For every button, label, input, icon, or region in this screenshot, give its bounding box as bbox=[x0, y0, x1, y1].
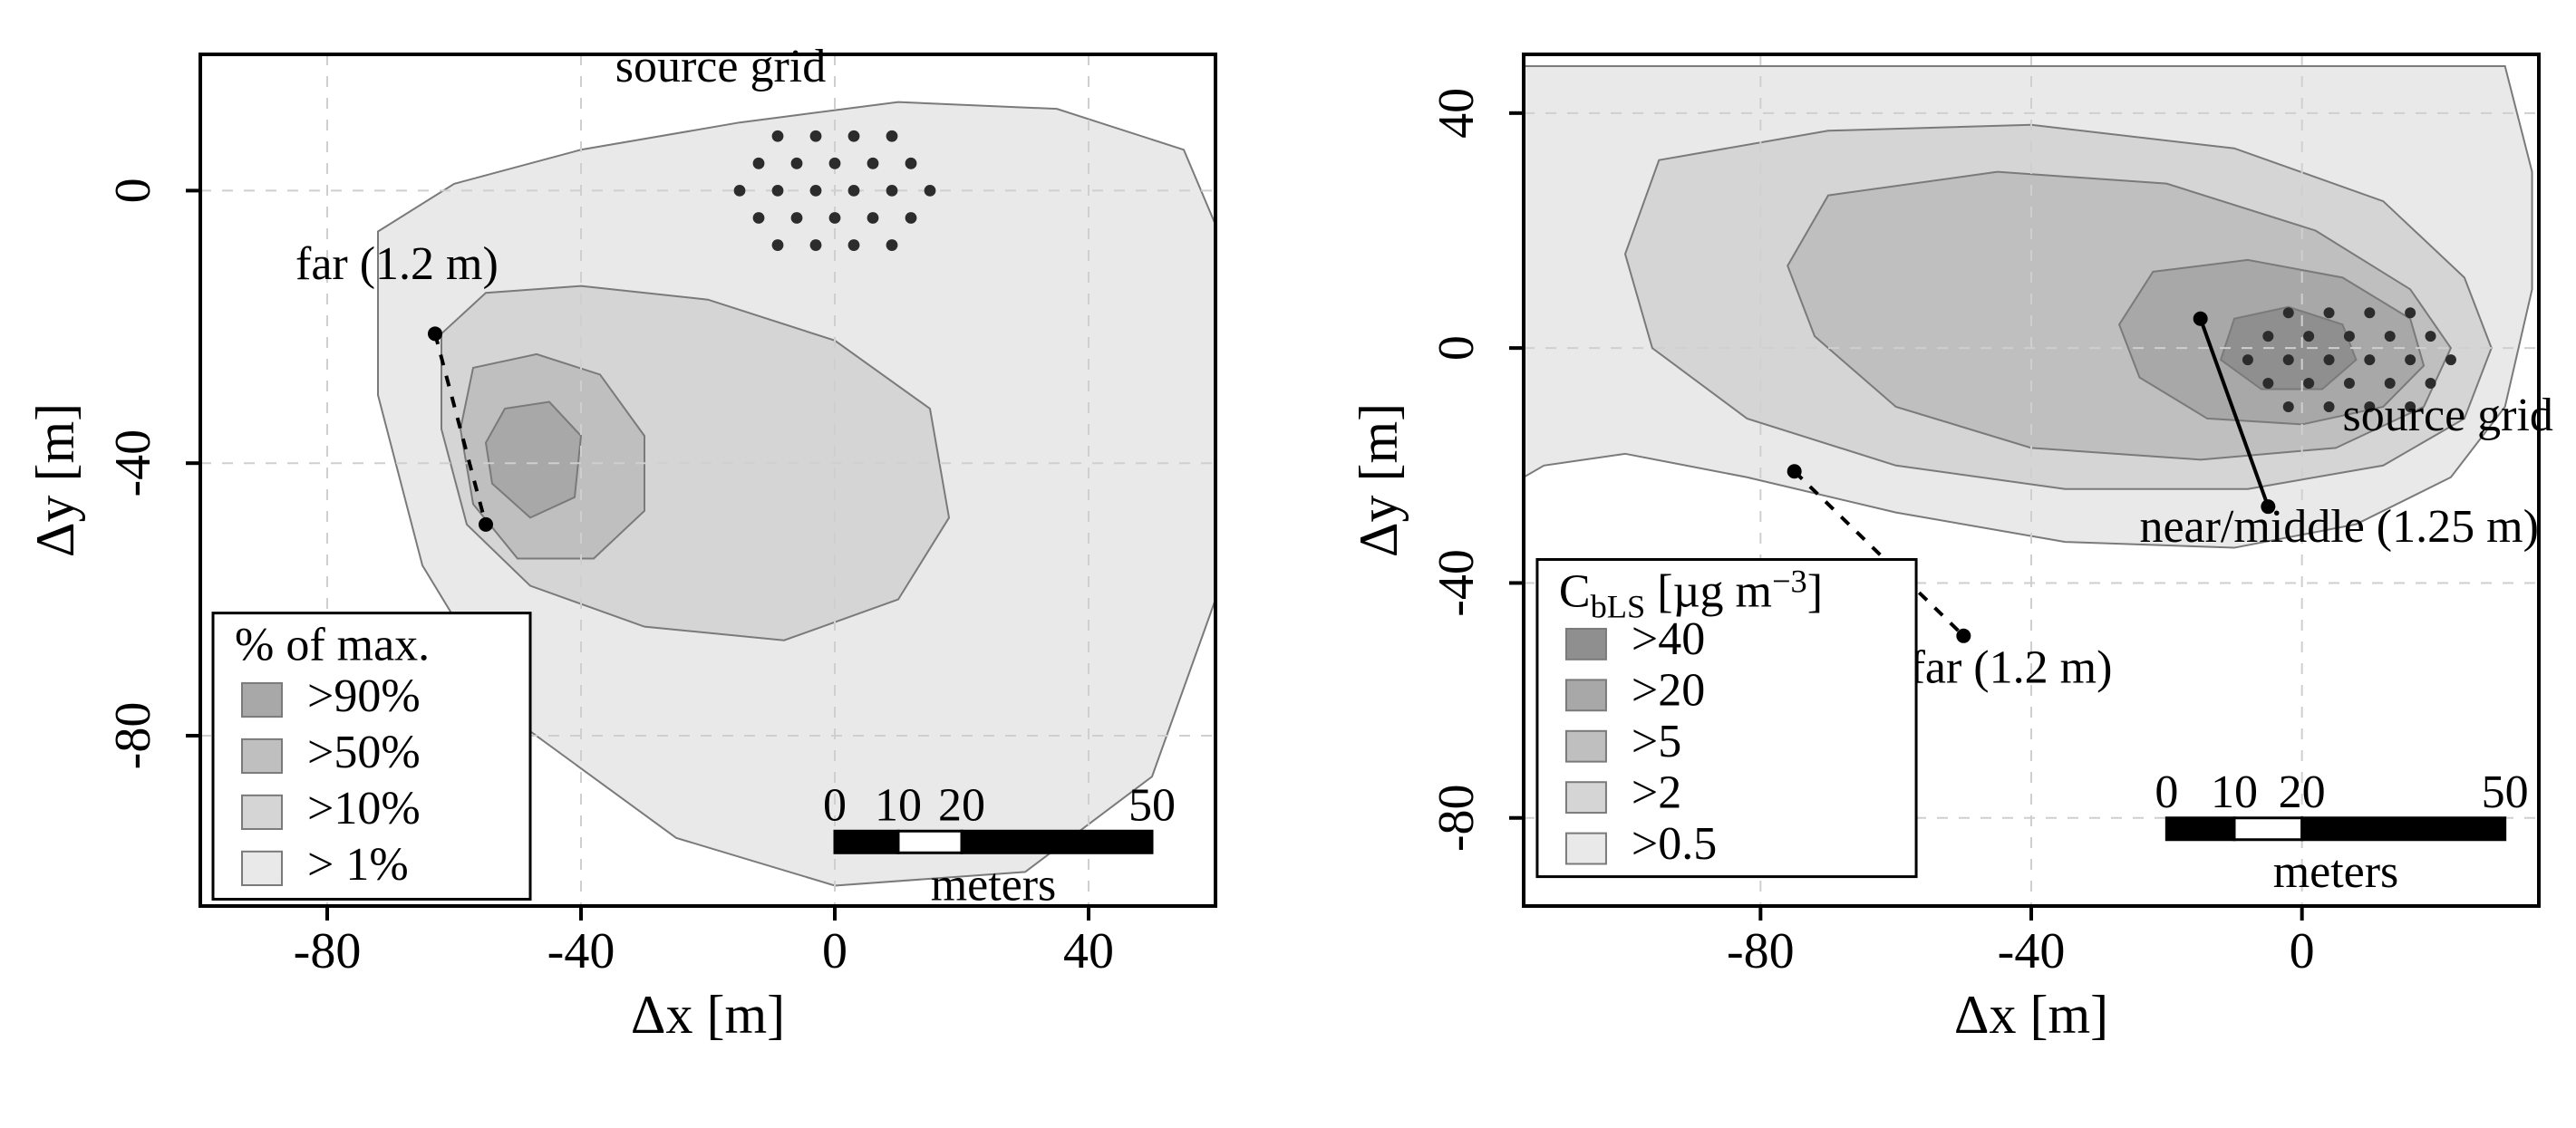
left-annot-source-grid: source grid bbox=[615, 41, 826, 92]
right-ytick-label: 0 bbox=[1428, 335, 1485, 361]
right-panel: -80 -40 0 -80 -40 0 40 Δx [m] Δy [m] source grid f… bbox=[1324, 18, 2575, 1074]
right-scalebar-tick: 50 bbox=[2482, 766, 2529, 818]
left-legend-item-label: >90% bbox=[307, 670, 421, 722]
left-panel: -80 -40 0 40 -80 -40 0 Δx [m] Δy [m] source grid f… bbox=[1, 18, 1252, 1074]
right-scalebar-tick: 10 bbox=[2211, 766, 2258, 818]
right-legend: CbLS [µg m−3]>40>20>5>2>0.5 bbox=[1537, 560, 1916, 877]
left-legend: % of max.>90%>50%>10%> 1% bbox=[213, 613, 530, 900]
left-ytick-label: -80 bbox=[105, 702, 161, 770]
right-ytick-label: 40 bbox=[1428, 88, 1485, 139]
right-xlabel: Δx [m] bbox=[1954, 985, 2108, 1045]
left-legend-item-label: > 1% bbox=[307, 839, 409, 891]
right-legend-item-label: >0.5 bbox=[1632, 818, 1717, 870]
right-legend-swatch bbox=[1566, 680, 1606, 710]
left-scalebar-tick: 20 bbox=[938, 779, 985, 831]
left-legend-swatch bbox=[242, 739, 282, 773]
right-scalebar: 0 10 20 50 meters bbox=[2155, 766, 2528, 898]
left-scalebar-unit: meters bbox=[931, 859, 1057, 911]
left-legend-item-label: >10% bbox=[307, 783, 421, 834]
figure-row: -80 -40 0 40 -80 -40 0 Δx [m] Δy [m] source grid f… bbox=[0, 0, 2576, 1110]
right-scalebar-tick: 0 bbox=[2155, 766, 2178, 818]
left-xlabel: Δx [m] bbox=[631, 985, 785, 1045]
left-scalebar-tick: 0 bbox=[823, 779, 847, 831]
left-xtick-label: 40 bbox=[1063, 923, 1114, 979]
right-annot-near: near/middle (1.25 m) bbox=[2139, 501, 2538, 553]
left-xtick-label: 0 bbox=[822, 923, 847, 979]
right-ytick-label: -80 bbox=[1428, 784, 1485, 852]
left-legend-swatch bbox=[242, 683, 282, 717]
right-legend-item-label: >5 bbox=[1632, 716, 1681, 767]
left-xtick-label: -80 bbox=[294, 923, 362, 979]
left-legend-swatch bbox=[242, 795, 282, 829]
right-xtick-label: -40 bbox=[1998, 923, 2066, 979]
right-ytick-label: -40 bbox=[1428, 549, 1485, 617]
left-ytick-label: 0 bbox=[105, 178, 161, 203]
left-legend-swatch bbox=[242, 852, 282, 885]
left-svg: -80 -40 0 40 -80 -40 0 Δx [m] Δy [m] source grid f… bbox=[1, 18, 1252, 1069]
left-scalebar-tick: 10 bbox=[875, 779, 922, 831]
right-xtick-label: 0 bbox=[2290, 923, 2315, 979]
left-scalebar-tick: 50 bbox=[1128, 779, 1176, 831]
right-legend-swatch bbox=[1566, 629, 1606, 660]
right-legend-item-label: >40 bbox=[1632, 613, 1705, 665]
right-annot-far: far (1.2 m) bbox=[1910, 642, 2113, 694]
right-legend-swatch bbox=[1566, 782, 1606, 813]
right-scalebar-tick: 20 bbox=[2279, 766, 2326, 818]
left-legend-item-label: >50% bbox=[307, 727, 421, 778]
left-xtick-label: -40 bbox=[547, 923, 615, 979]
left-annot-far: far (1.2 m) bbox=[295, 238, 499, 290]
right-legend-swatch bbox=[1566, 834, 1606, 864]
right-legend-item-label: >20 bbox=[1632, 665, 1705, 717]
left-ytick-label: -40 bbox=[105, 429, 161, 497]
left-legend-title: % of max. bbox=[235, 620, 430, 671]
right-scalebar-unit: meters bbox=[2273, 846, 2399, 898]
left-ylabel: Δy [m] bbox=[25, 403, 85, 557]
right-svg: -80 -40 0 -80 -40 0 40 Δx [m] Δy [m] source grid f… bbox=[1324, 18, 2575, 1069]
right-ylabel: Δy [m] bbox=[1349, 403, 1409, 557]
right-legend-swatch bbox=[1566, 731, 1606, 762]
right-xtick-label: -80 bbox=[1727, 923, 1795, 979]
right-legend-item-label: >2 bbox=[1632, 766, 1681, 818]
right-annot-source-grid: source grid bbox=[2342, 390, 2552, 441]
